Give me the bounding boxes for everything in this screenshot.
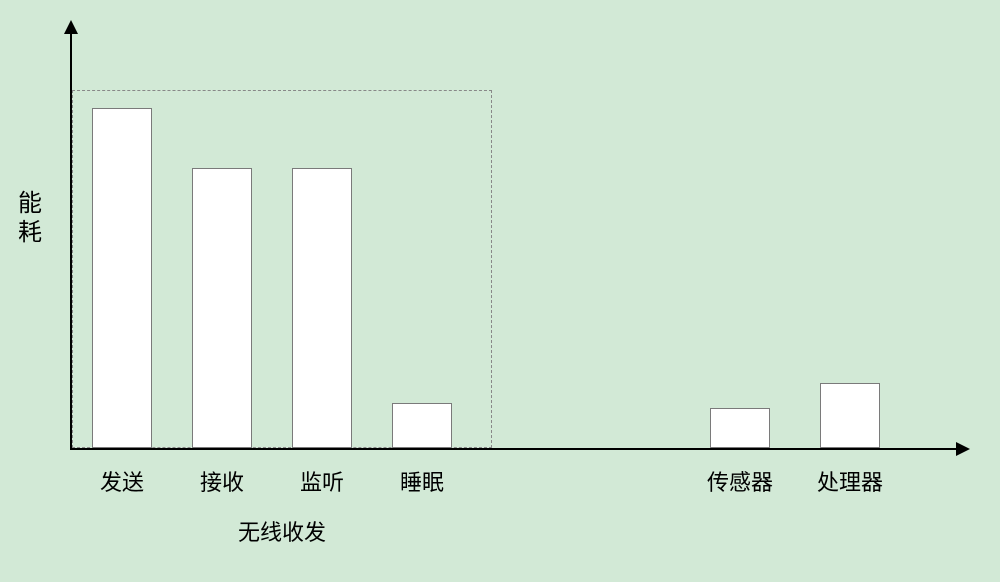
bar-sleep [392, 403, 452, 448]
x-axis [70, 448, 960, 450]
bar-sensor [710, 408, 770, 448]
bar-receive [192, 168, 252, 448]
bar-listen [292, 168, 352, 448]
bar-processor [820, 383, 880, 448]
x-label-sensor: 传感器 [700, 465, 780, 497]
bar-send [92, 108, 152, 448]
y-axis-arrow [64, 20, 78, 34]
group-label: 无线收发 [222, 515, 342, 547]
y-axis-label: 能耗 [18, 190, 42, 248]
x-label-listen: 监听 [282, 465, 362, 497]
x-label-sleep: 睡眠 [382, 465, 462, 497]
chart-area: 发送 接收 监听 睡眠 传感器 处理器 无线收发 能耗 [70, 30, 970, 530]
x-axis-arrow [956, 442, 970, 456]
x-label-processor: 处理器 [810, 465, 890, 497]
x-label-send: 发送 [82, 465, 162, 497]
x-label-receive: 接收 [182, 465, 262, 497]
